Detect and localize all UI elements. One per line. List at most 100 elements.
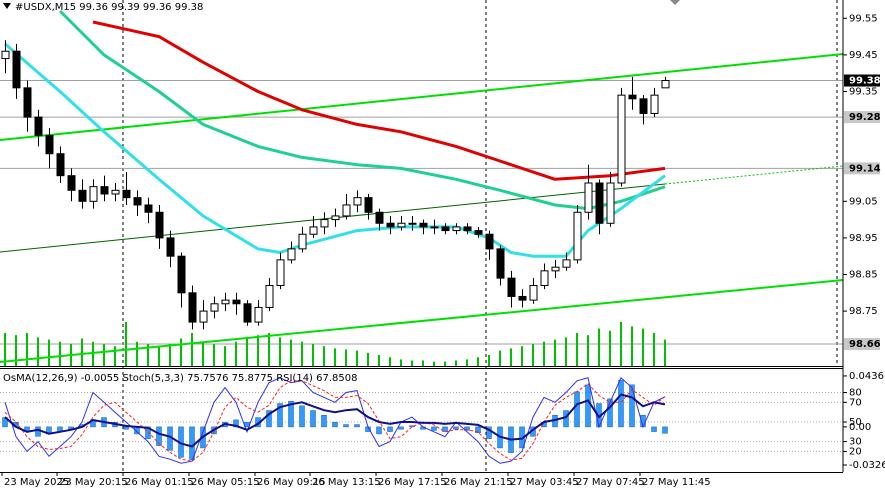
candle-body [617,94,626,184]
volume-bar [521,346,523,366]
trend-line [0,53,844,141]
volume-bar [477,357,479,366]
candle-body [298,233,307,250]
volume-bar [213,344,215,366]
candle-body [210,303,219,312]
candle-body [551,266,560,272]
candle-body [1,50,10,60]
candle-body [496,248,505,279]
candle-body [111,189,120,195]
candle-body [375,211,384,224]
price-level-box [844,74,880,87]
candle-body [56,153,65,177]
candle-body [342,204,351,217]
candle-body [155,211,164,239]
volume-bar [664,339,666,366]
volume-bar [455,360,457,366]
volume-bar [301,341,303,366]
candle-body [540,270,549,286]
volume-bar [488,355,490,366]
volume-bar [587,335,589,366]
volume-bar [37,337,39,366]
x-tick-label: 26 May 17:15 [378,477,447,488]
volume-bar [279,337,281,366]
volume-bar [257,335,259,366]
candle-body [144,204,153,213]
volume-bar [59,341,61,366]
shift-marker [670,0,680,5]
candle-body [474,230,483,235]
volume-bar [609,330,611,366]
x-tick-label: 23 May 2025 [4,477,69,488]
candle-body [23,87,32,118]
candle-body [254,306,263,323]
osma-bar [310,410,316,428]
indicator-line [4,376,666,464]
candle-body [419,222,428,228]
candle-body [166,237,175,257]
y2-tick-label: -0.0326 [849,460,885,471]
volume-bar [444,361,446,366]
price-level-label: 99.14 [849,163,881,174]
x-tick-label: 23 May 20:15 [59,477,128,488]
candle-body [463,226,472,232]
volume-bar [356,350,358,366]
y-tick-label: 98.85 [849,270,878,281]
volume-bar [312,344,314,366]
candle-body [441,226,450,232]
volume-bar [400,359,402,366]
trend-line [0,279,844,363]
candle-body [452,226,461,232]
frame [0,0,844,473]
osma-bar [607,398,613,428]
candle-body [45,134,54,155]
candle-body [364,197,373,213]
osma-bar [574,391,580,428]
price-level-label: 98.66 [849,339,881,350]
symbol-icon [3,3,11,9]
osma-bar [464,426,470,431]
candle-body [12,50,21,89]
osma-bar [156,426,162,446]
volume-bar [532,344,534,366]
candle-body [133,197,142,206]
moving-average [58,9,666,211]
x-tick-label: 26 May 21:15 [444,477,513,488]
price-level-label: 99.28 [849,112,881,123]
price-level-box [844,338,880,351]
osma-bar [387,426,393,432]
volume-bar [246,338,248,366]
volume-bar [136,341,138,366]
osma-bar [442,426,448,432]
volume-bar [543,341,545,366]
y-tick-label: 98.75 [849,306,878,317]
candle-body [331,215,340,221]
osma-bar [585,384,591,428]
volume-bar [268,333,270,366]
volume-bar [367,352,369,366]
osma-bar [123,426,129,430]
volume-bar [169,344,171,366]
osma-bar [354,424,360,428]
volume-bar [15,335,17,366]
volume-bar [598,328,600,366]
candle-body [595,182,604,224]
osma-bar [266,410,272,428]
volume-bar [81,338,83,366]
osma-bar [486,426,492,439]
x-tick-label: 27 May 07:45 [576,477,645,488]
volume-bar [653,333,655,366]
y-tick-label: 99.45 [849,50,878,61]
volume-bar [125,322,127,366]
y-tick-label: 70 [849,397,862,408]
osma-bar [662,426,668,434]
osma-bar [398,426,404,430]
moving-average [92,20,666,181]
volume-bar [378,355,380,366]
candle-body [628,94,637,100]
candle-body [232,299,241,305]
candle-body [639,98,648,114]
y-tick-label: 99.55 [849,13,878,24]
candle-body [177,255,186,294]
